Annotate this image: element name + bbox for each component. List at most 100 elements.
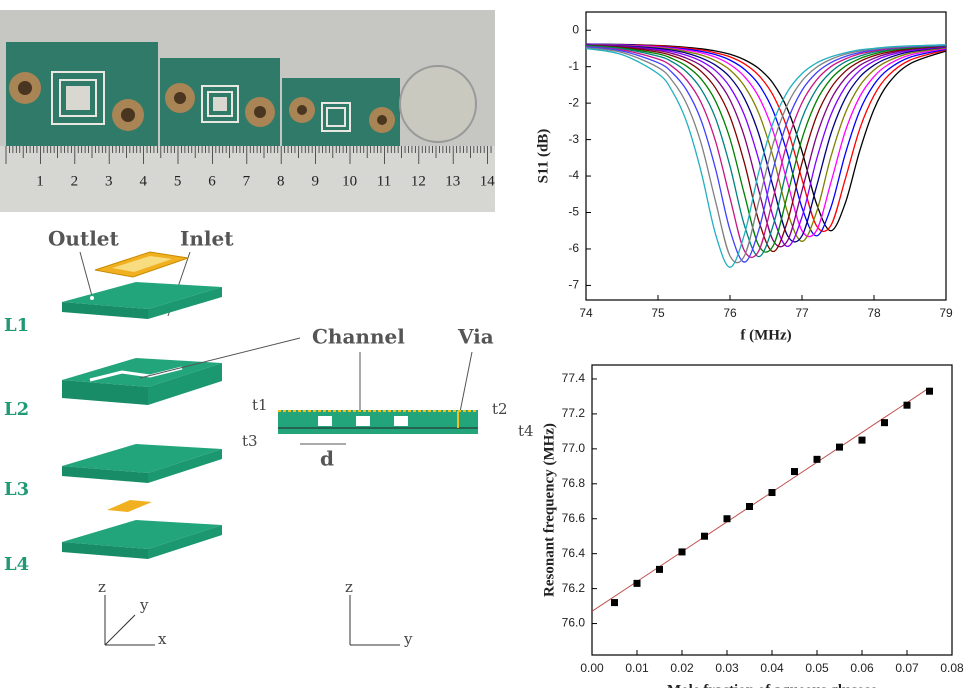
layer-label: L3 [4, 479, 29, 500]
data-point [903, 401, 911, 409]
x-tick-label: 0.03 [715, 661, 739, 675]
dim-label: t4 [518, 422, 534, 440]
leader-line [79, 251, 93, 297]
shape [62, 444, 222, 473]
x-tick-label: 75 [651, 306, 665, 320]
y-axis-label: Resonant frequency (MHz) [541, 423, 557, 597]
channel-section [394, 416, 408, 426]
fit-line [591, 387, 930, 612]
line-series [585, 43, 947, 238]
coil [321, 102, 351, 132]
ruler-label: 11 [377, 173, 391, 189]
coil [51, 71, 105, 125]
coil [207, 91, 233, 117]
shape [148, 449, 222, 483]
line-series [585, 44, 947, 253]
line-series [585, 44, 947, 248]
y-tick-label: -4 [568, 168, 579, 182]
leader-line [139, 337, 301, 379]
data-point [656, 565, 663, 573]
x-tick-label: 0.08 [940, 661, 964, 675]
ruler-label: 12 [411, 173, 426, 189]
shape [62, 466, 148, 483]
dim-label: t3 [242, 432, 258, 450]
y-tick-label: 76.6 [562, 511, 586, 525]
ruler-label: 5 [174, 173, 182, 189]
dim-label: t1 [252, 396, 268, 414]
shape [62, 282, 222, 309]
fitting-hole [254, 106, 266, 118]
y-tick-label: 0 [572, 22, 579, 36]
fitting-hole [174, 92, 186, 104]
slab-l4 [62, 520, 222, 559]
x-tick-label: 0.07 [895, 661, 919, 675]
shape [62, 302, 148, 319]
y-tick-label: 76.8 [562, 476, 586, 490]
layer-label: L4 [4, 554, 29, 575]
channel-section [356, 416, 370, 426]
y-tick-label: 76.2 [562, 581, 586, 595]
y-tick-label: 77.0 [562, 441, 586, 455]
x-axis-label: Mole fraction of aqueous glucose [667, 682, 877, 688]
y-tick-label: -7 [568, 278, 579, 292]
ruler-scale: 1 2 3 4 5 6 7 8 9 10 11 12 13 14 [5, 146, 495, 189]
fitting-hole [297, 105, 307, 115]
slab-l2 [62, 358, 222, 405]
ruler-label: 2 [71, 173, 79, 189]
data-point [881, 419, 888, 427]
x-tick-label: 0.04 [760, 661, 784, 675]
slab-l3 [62, 444, 222, 483]
y-tick-label: -3 [568, 132, 579, 146]
x-axis-label: f (MHz) [740, 327, 791, 343]
layer-label: L1 [4, 315, 29, 336]
dim-label: d [320, 447, 334, 471]
x-tick-label: 77 [795, 306, 809, 320]
pad [66, 86, 90, 110]
data-point [723, 515, 731, 523]
coil [201, 85, 239, 123]
line-series [585, 44, 947, 258]
x-tick-label: 0.00 [580, 661, 604, 675]
cross-section [278, 410, 478, 434]
y-tick-label: 77.2 [562, 406, 586, 420]
inlet-label: Inlet [180, 227, 234, 251]
shape [62, 520, 222, 549]
fitting-hole [377, 115, 387, 125]
line-series [585, 44, 947, 248]
coil-pad [112, 256, 172, 272]
x-tick-label: 79 [939, 306, 953, 320]
data-point [858, 436, 866, 444]
x-tick-label: 0.01 [625, 661, 649, 675]
x-tick-label: 0.02 [670, 661, 694, 675]
coil [326, 107, 346, 127]
coil [59, 79, 97, 117]
ruler-label: 3 [105, 173, 113, 189]
line-series [585, 44, 947, 268]
hole [166, 316, 170, 320]
x-tick-label: 0.05 [805, 661, 829, 675]
shape [148, 363, 222, 405]
shape [148, 525, 222, 559]
ruler-label: 13 [445, 173, 460, 189]
ruler-label: 9 [311, 173, 319, 189]
x-tick-label: 74 [579, 306, 593, 320]
layer-label: L2 [4, 399, 29, 420]
charts: 74 75 76 77 78 79 0 -1 -2 -3 -4 -5 -6 -7 f (MHz) S11 (d… [535, 11, 964, 688]
axis-arrow [104, 614, 136, 646]
line-series [585, 44, 947, 253]
y-tick-label: 76.0 [562, 616, 586, 630]
ground-pad [107, 500, 152, 512]
axis-letter: y [139, 596, 149, 614]
y-tick-label: -1 [568, 59, 579, 73]
ruler [0, 146, 495, 212]
axis-letter: z [345, 578, 353, 596]
shape [62, 358, 222, 387]
y-tick-label: -2 [568, 95, 579, 109]
y-tick-label: 77.4 [562, 371, 586, 385]
line-series [585, 43, 947, 237]
fittings [9, 72, 395, 133]
plot-frame [585, 11, 947, 301]
shape [62, 542, 148, 559]
data-point [678, 548, 686, 556]
